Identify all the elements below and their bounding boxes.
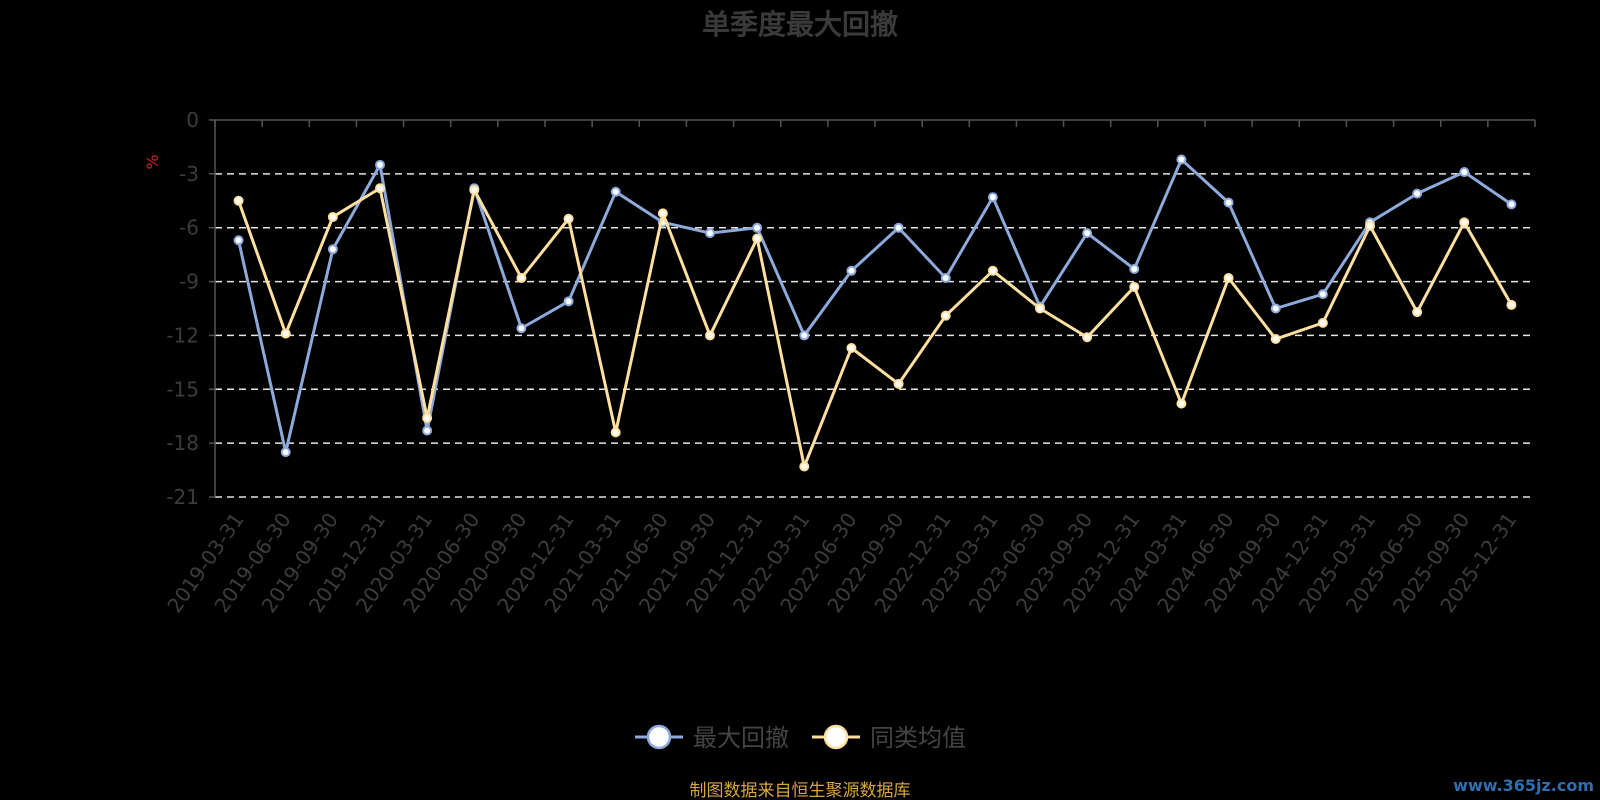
data-point (1082, 228, 1093, 239)
data-point (940, 272, 951, 283)
data-point (233, 195, 244, 206)
data-point (657, 208, 668, 219)
y-tick-label: -12 (166, 323, 199, 347)
data-source-note: 制图数据来自恒生聚源数据库 (690, 781, 911, 800)
data-point (1129, 281, 1140, 292)
y-tick-label: 0 (186, 108, 199, 132)
legend-marker-1 (646, 724, 672, 750)
data-point (516, 272, 527, 283)
data-point (375, 183, 385, 194)
y-tick-label: -21 (166, 485, 199, 509)
data-point (893, 222, 904, 233)
data-point (987, 265, 998, 276)
data-point (375, 159, 385, 170)
y-tick-label: -18 (166, 431, 199, 455)
y-tick-label: -15 (166, 377, 199, 401)
data-point (752, 222, 763, 233)
chart-title: 单季度最大回撤 (702, 8, 898, 41)
legend[interactable]: 最大回撤 同类均值 (635, 724, 966, 752)
data-point (1412, 188, 1423, 199)
data-point (280, 328, 291, 339)
data-point (799, 461, 810, 472)
data-point (987, 192, 998, 203)
grid-lines (215, 173, 1535, 498)
data-point (280, 447, 291, 458)
data-point (327, 211, 338, 222)
data-point (1365, 220, 1375, 231)
legend-label-2: 同类均值 (870, 724, 966, 752)
data-point (233, 235, 244, 246)
data-point (705, 330, 715, 341)
data-point (1176, 398, 1187, 409)
data-point (799, 330, 810, 341)
data-point (893, 378, 904, 389)
data-point (1082, 332, 1093, 343)
data-point (1035, 303, 1045, 314)
data-point (1176, 154, 1187, 165)
data-point (1270, 334, 1281, 345)
data-point (846, 342, 857, 353)
data-point (1223, 197, 1234, 208)
data-point (610, 186, 621, 197)
y-tick-label: -9 (179, 270, 199, 294)
data-point (1129, 264, 1140, 275)
watermark: www.365jz.com (1453, 776, 1594, 795)
data-point (1317, 289, 1328, 300)
legend-marker-2 (823, 724, 849, 750)
data-point (563, 296, 574, 307)
y-axis-unit: % (143, 154, 162, 169)
y-tick-label: -3 (179, 162, 199, 186)
data-point (422, 413, 433, 424)
data-point (610, 427, 621, 438)
series-line-2 (237, 186, 1513, 468)
data-point (563, 213, 574, 224)
data-point (1459, 167, 1470, 178)
data-point (846, 265, 857, 276)
y-tick-label: -6 (179, 216, 199, 240)
data-point (1317, 317, 1328, 328)
data-point (1459, 217, 1470, 228)
data-point (752, 233, 763, 244)
data-point (705, 228, 715, 239)
data-point (1223, 272, 1234, 283)
data-point (327, 244, 338, 255)
data-point (516, 323, 527, 334)
data-point (1506, 199, 1517, 210)
data-point (469, 185, 480, 196)
data-point (940, 310, 951, 321)
data-point (1506, 299, 1517, 310)
data-point (1270, 303, 1281, 314)
legend-label-1: 最大回撤 (693, 724, 789, 752)
data-point (422, 425, 433, 436)
data-point (1412, 307, 1423, 318)
series-lines (233, 154, 1517, 472)
